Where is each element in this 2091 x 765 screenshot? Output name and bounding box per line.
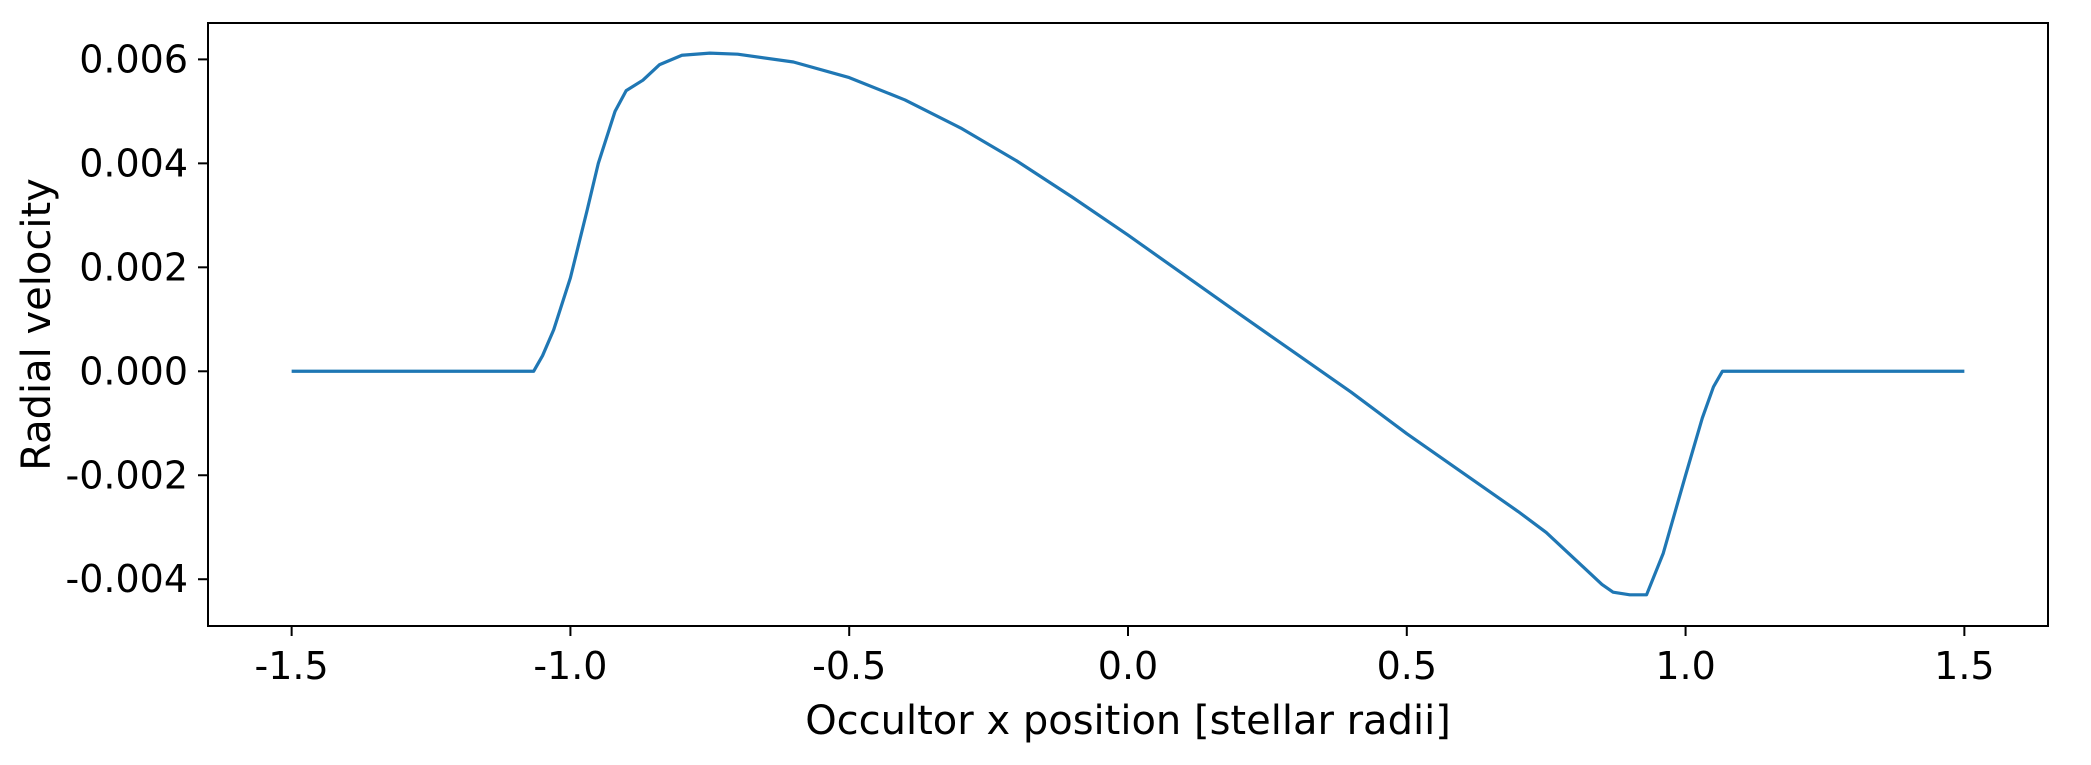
plot-marks xyxy=(291,51,1965,597)
x-tick-label: 0.5 xyxy=(1377,644,1437,688)
plot-frame xyxy=(207,22,2049,627)
y-tick-label: -0.002 xyxy=(66,453,189,497)
x-tick-label: -1.0 xyxy=(533,644,607,688)
x-tick-label: 1.5 xyxy=(1934,644,1994,688)
y-tick-label: 0.004 xyxy=(79,141,188,185)
x-tick-label: 1.0 xyxy=(1655,644,1715,688)
y-axis: 0.006 0.004 0.002 0.000 -0.002 -0.004 xyxy=(66,37,208,601)
y-tick-label: 0.000 xyxy=(79,349,188,393)
x-tick-label: -0.5 xyxy=(812,644,886,688)
series-line-0 xyxy=(291,51,1965,597)
x-axis-label: Occultor x position [stellar radii] xyxy=(805,698,1451,744)
y-axis-label: Radial velocity xyxy=(14,178,60,471)
x-tick-label: -1.5 xyxy=(255,644,329,688)
x-tick-label: 0.0 xyxy=(1098,644,1158,688)
y-tick-label: 0.002 xyxy=(79,245,188,289)
y-tick-label: -0.004 xyxy=(66,557,189,601)
y-tick-label: 0.006 xyxy=(79,37,188,81)
x-axis: -1.5 -1.0 -0.5 0.0 0.5 1.0 1.5 xyxy=(255,626,1995,688)
